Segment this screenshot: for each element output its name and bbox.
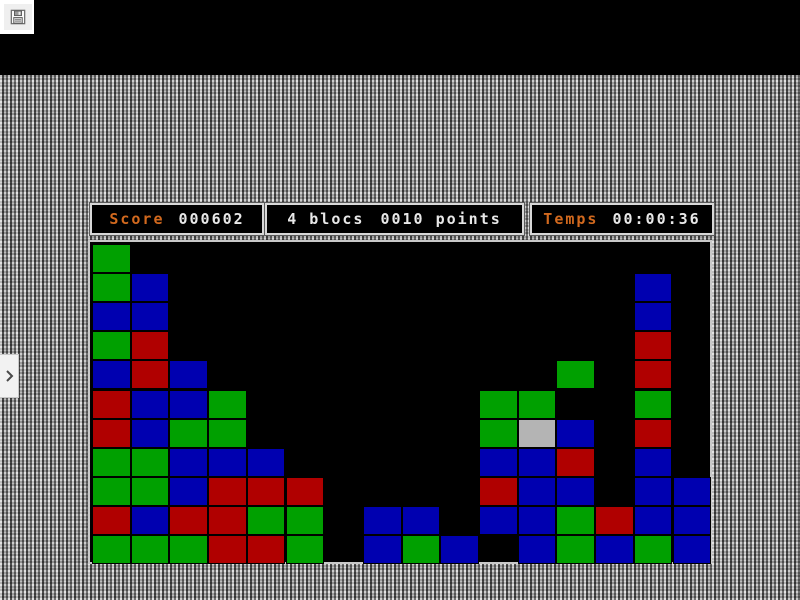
time-label: Temps [543,210,599,228]
block-cell-blue[interactable] [401,505,441,535]
block-cell-green[interactable] [92,447,131,477]
block-cell-green[interactable] [130,476,170,506]
block-cell-green[interactable] [208,418,247,448]
block-cell-green[interactable] [208,389,247,419]
score-value: 000602 [178,210,245,228]
block-cell-red[interactable] [130,360,170,390]
block-cell-green[interactable] [92,476,131,506]
block-cell-red[interactable] [479,476,518,506]
block-cell-blue[interactable] [362,535,402,565]
block-cell-red[interactable] [285,476,325,506]
block-cell-green[interactable] [556,535,596,565]
block-cell-red[interactable] [246,535,286,565]
block-cell-blue[interactable] [517,476,557,506]
block-cell-blue[interactable] [633,302,673,332]
block-cell-red[interactable] [556,447,596,477]
block-cell-blue[interactable] [169,389,209,419]
block-cell-blue[interactable] [92,302,131,332]
combo-blocks-count: 4 blocs [287,210,365,228]
block-cell-red[interactable] [633,331,673,361]
block-cell-blue[interactable] [479,505,518,535]
block-cell-green[interactable] [169,535,209,565]
block-cell-red[interactable] [130,331,170,361]
block-cell-blue[interactable] [130,505,170,535]
block-cell-blue[interactable] [169,360,209,390]
block-cell-red[interactable] [595,505,634,535]
time-panel: Temps 00:00:36 [530,203,714,235]
block-cell-green[interactable] [401,535,441,565]
block-cell-red[interactable] [169,505,209,535]
block-cell-green[interactable] [92,273,131,303]
block-cell-red[interactable] [92,505,131,535]
game-playfield[interactable] [88,240,712,565]
block-cell-blue[interactable] [362,505,402,535]
toolbar-empty-area [34,0,800,34]
block-cell-blue[interactable] [633,505,673,535]
block-cell-blue[interactable] [517,505,557,535]
block-cell-blue[interactable] [440,535,479,565]
block-cell-green[interactable] [285,535,325,565]
block-cell-red[interactable] [92,389,131,419]
block-cell-blue[interactable] [92,360,131,390]
block-cell-green[interactable] [130,447,170,477]
block-cell-red[interactable] [633,360,673,390]
block-cell-blue[interactable] [169,476,209,506]
block-cell-green[interactable] [92,331,131,361]
combo-points: 0010 points [380,210,502,228]
block-cell-gray[interactable] [517,418,557,448]
block-cell-blue[interactable] [479,447,518,477]
block-cell-blue[interactable] [595,535,634,565]
block-cell-blue[interactable] [672,535,712,565]
game-background: Score 000602 4 blocs 0010 points Temps 0… [0,75,800,600]
block-cell-red[interactable] [208,476,247,506]
block-cell-green[interactable] [479,389,518,419]
block-cell-green[interactable] [556,360,596,390]
block-grid [92,244,712,565]
block-cell-red[interactable] [633,418,673,448]
block-cell-blue[interactable] [208,447,247,477]
block-cell-green[interactable] [633,535,673,565]
block-cell-blue[interactable] [517,535,557,565]
block-cell-blue[interactable] [246,447,286,477]
block-cell-blue[interactable] [130,273,170,303]
block-cell-green[interactable] [92,535,131,565]
block-cell-green[interactable] [556,505,596,535]
block-cell-blue[interactable] [633,447,673,477]
block-cell-blue[interactable] [556,418,596,448]
combo-panel: 4 blocs 0010 points [265,203,524,235]
block-cell-green[interactable] [92,244,131,274]
score-label: Score [109,210,165,228]
block-cell-blue[interactable] [672,505,712,535]
block-cell-green[interactable] [517,389,557,419]
block-cell-blue[interactable] [672,476,712,506]
floppy-disk-save-icon [10,9,26,25]
toolbar [0,0,800,34]
block-cell-blue[interactable] [130,389,170,419]
block-cell-blue[interactable] [130,302,170,332]
block-cell-red[interactable] [92,418,131,448]
time-value: 00:00:36 [612,210,701,228]
save-button[interactable] [4,4,32,30]
block-cell-blue[interactable] [130,418,170,448]
chevron-right-icon [5,370,13,382]
block-cell-blue[interactable] [169,447,209,477]
block-cell-blue[interactable] [556,476,596,506]
block-cell-green[interactable] [130,535,170,565]
block-cell-red[interactable] [208,505,247,535]
block-cell-green[interactable] [285,505,325,535]
block-cell-green[interactable] [479,418,518,448]
score-panel: Score 000602 [90,203,264,235]
left-panel-expand-tab[interactable] [0,354,19,398]
block-cell-blue[interactable] [517,447,557,477]
block-cell-blue[interactable] [633,273,673,303]
block-cell-blue[interactable] [633,476,673,506]
block-cell-red[interactable] [208,535,247,565]
block-cell-green[interactable] [633,389,673,419]
block-cell-green[interactable] [169,418,209,448]
block-cell-green[interactable] [246,505,286,535]
block-cell-red[interactable] [246,476,286,506]
